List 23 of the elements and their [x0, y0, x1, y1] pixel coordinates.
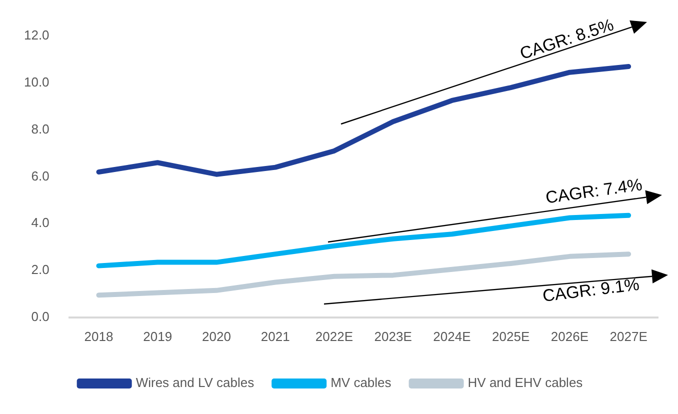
annotation: CAGR: 8.5% [518, 15, 616, 64]
x-tick-label: 2019 [143, 328, 172, 344]
legend-label: Wires and LV cables [136, 375, 255, 390]
x-tick-label: 2027E [610, 328, 648, 344]
y-tick-label: 8.0 [31, 121, 50, 136]
x-tick-label: 2023E [374, 328, 412, 344]
y-tick-label: 12.0 [24, 28, 50, 43]
y-tick-label: 6.0 [31, 168, 50, 184]
y-tick-label: 10.0 [24, 74, 50, 90]
annotation: CAGR: 9.1% [541, 274, 640, 306]
x-tick-label: 2025E [492, 328, 530, 344]
legend-label: HV and EHV cables [468, 375, 584, 390]
x-tick-label: 2026E [550, 328, 589, 344]
x-tick-label: 2021 [260, 328, 290, 344]
y-tick-label: 0.0 [31, 308, 50, 324]
annotation: CAGR: 7.4% [544, 175, 644, 208]
x-tick-label: 2022E [315, 328, 354, 344]
x-tick-label: 2020 [202, 328, 231, 344]
x-tick-label: 2024E [433, 328, 472, 344]
y-tick-label: 4.0 [31, 215, 50, 230]
legend-label: MV cables [330, 375, 392, 390]
y-tick-label: 2.0 [31, 262, 50, 278]
x-tick-label: 2018 [84, 328, 114, 344]
